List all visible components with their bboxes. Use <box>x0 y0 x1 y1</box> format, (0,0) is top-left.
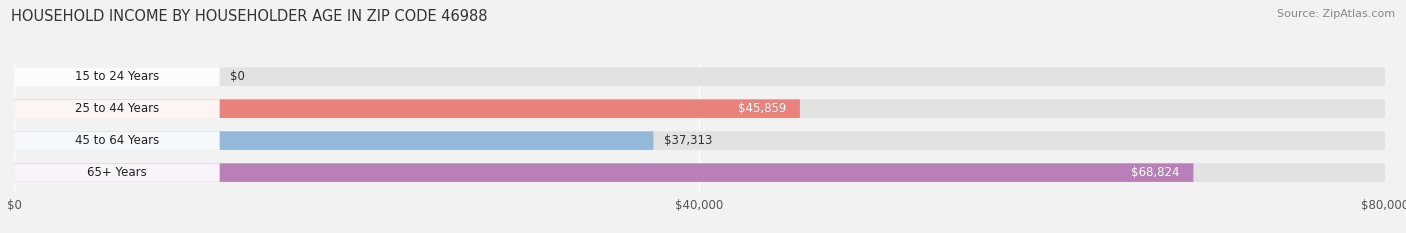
Text: HOUSEHOLD INCOME BY HOUSEHOLDER AGE IN ZIP CODE 46988: HOUSEHOLD INCOME BY HOUSEHOLDER AGE IN Z… <box>11 9 488 24</box>
Text: 25 to 44 Years: 25 to 44 Years <box>75 102 159 115</box>
Text: $68,824: $68,824 <box>1132 166 1180 179</box>
FancyBboxPatch shape <box>14 163 1385 182</box>
Text: Source: ZipAtlas.com: Source: ZipAtlas.com <box>1277 9 1395 19</box>
FancyBboxPatch shape <box>14 99 800 118</box>
Text: $45,859: $45,859 <box>738 102 786 115</box>
FancyBboxPatch shape <box>14 131 1385 150</box>
Text: 65+ Years: 65+ Years <box>87 166 146 179</box>
Text: 45 to 64 Years: 45 to 64 Years <box>75 134 159 147</box>
FancyBboxPatch shape <box>14 131 219 150</box>
FancyBboxPatch shape <box>14 67 1385 86</box>
FancyBboxPatch shape <box>14 99 1385 118</box>
Text: 15 to 24 Years: 15 to 24 Years <box>75 70 159 83</box>
FancyBboxPatch shape <box>14 67 219 86</box>
FancyBboxPatch shape <box>14 163 219 182</box>
FancyBboxPatch shape <box>14 131 654 150</box>
FancyBboxPatch shape <box>14 163 1194 182</box>
FancyBboxPatch shape <box>14 99 219 118</box>
Text: $0: $0 <box>231 70 245 83</box>
Text: $37,313: $37,313 <box>664 134 711 147</box>
